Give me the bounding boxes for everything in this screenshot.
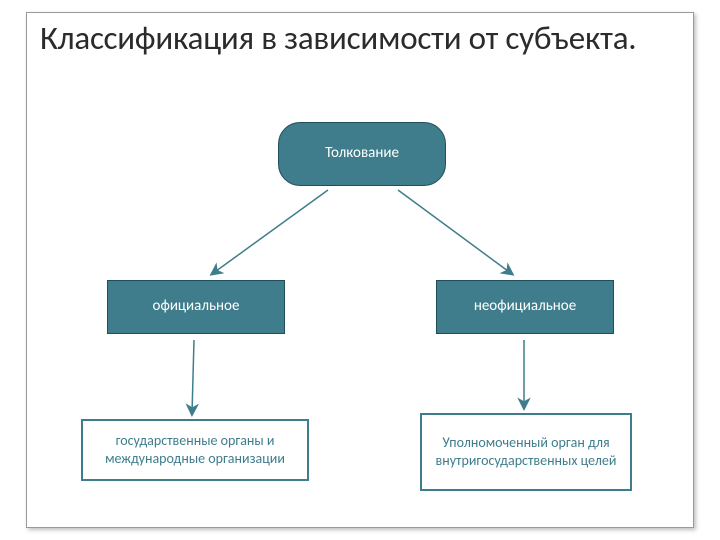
node-authorized-body: Уполномоченный орган для внутригосударст… bbox=[420, 413, 632, 491]
node-root: Толкование bbox=[278, 122, 446, 186]
slide-title: Классификация в зависимости от субъекта. bbox=[40, 20, 680, 58]
node-official: официальное bbox=[107, 280, 285, 334]
node-unofficial: неофициальное bbox=[436, 280, 614, 334]
node-gov-bodies: государственные органы и международные о… bbox=[81, 419, 309, 481]
